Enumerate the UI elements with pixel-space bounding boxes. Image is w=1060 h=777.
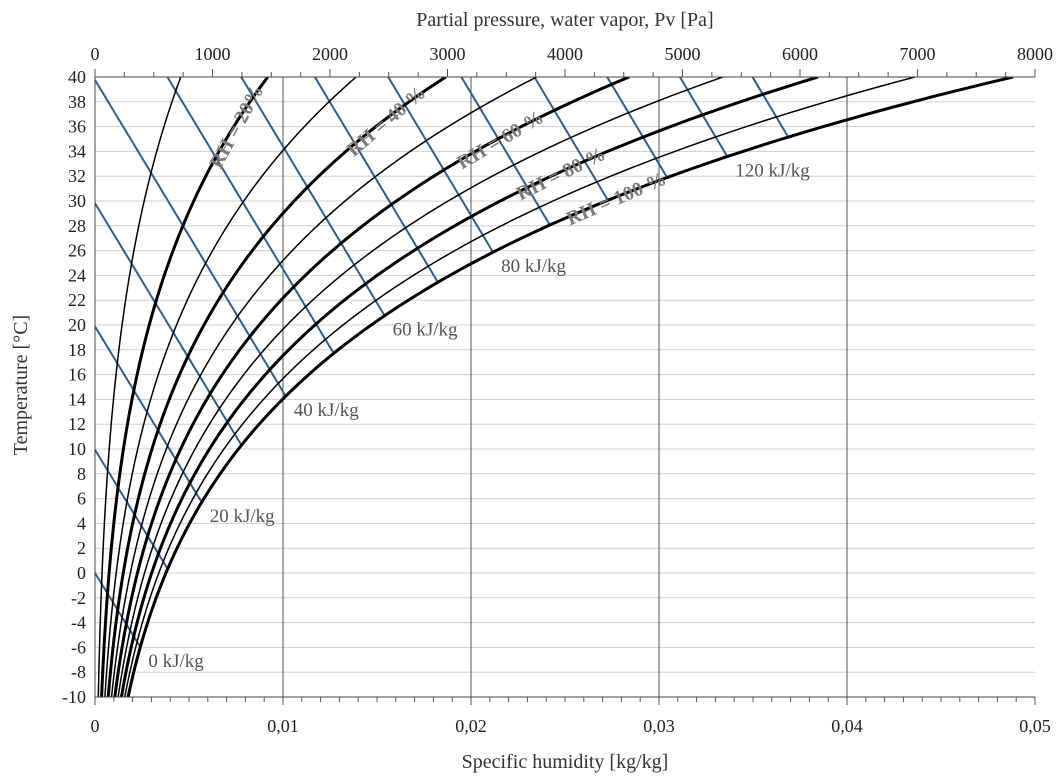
- y-tick-label: 14: [68, 389, 86, 409]
- top-tick-label: 2000: [312, 44, 348, 64]
- enthalpy-line: [240, 77, 386, 317]
- enthalpy-label: 60 kJ/kg: [393, 320, 458, 341]
- rh-curve: [100, 77, 269, 697]
- x-tick-label: 0,02: [455, 716, 487, 736]
- axes: -10-8-6-4-202468101214161820222426283032…: [62, 44, 1053, 736]
- y-tick-label: 0: [77, 563, 86, 583]
- rh-curve: [124, 77, 915, 697]
- top-axis-title: Partial pressure, water vapor, Pv [Pa]: [416, 9, 713, 31]
- y-tick-label: -4: [71, 613, 86, 633]
- y-tick-label: 16: [68, 365, 86, 385]
- y-tick-label: 38: [68, 92, 86, 112]
- y-tick-label: 24: [68, 265, 86, 285]
- top-tick-label: 3000: [430, 44, 466, 64]
- y-tick-label: 30: [68, 191, 86, 211]
- enthalpy-label: 40 kJ/kg: [294, 400, 359, 421]
- y-tick-label: -8: [71, 662, 86, 682]
- enthalpy-label: 20 kJ/kg: [210, 506, 275, 527]
- enthalpy-line: [460, 77, 551, 226]
- y-axis-title: Temperature [°C]: [10, 315, 32, 455]
- rh-annotation: RH = 60 %: [453, 106, 547, 174]
- y-tick-label: 28: [68, 216, 86, 236]
- y-tick-label: 12: [68, 414, 86, 434]
- rh-annotation: RH = 40 %: [343, 82, 431, 161]
- enthalpy-label: 0 kJ/kg: [148, 651, 204, 672]
- x-tick-label: 0: [91, 716, 100, 736]
- enthalpy-line: [387, 77, 494, 253]
- top-tick-label: 5000: [665, 44, 701, 64]
- y-tick-label: -10: [62, 687, 86, 707]
- enthalpy-label: 120 kJ/kg: [735, 161, 810, 182]
- enthalpy-line: [95, 325, 203, 503]
- y-tick-label: 10: [68, 439, 86, 459]
- rh-curve: [106, 77, 447, 697]
- top-tick-label: 7000: [900, 44, 936, 64]
- labels: 0 kJ/kg 20 kJ/kg 40 kJ/kg 60 kJ/kg 80 kJ/kg 1…: [148, 81, 810, 672]
- rh-curve: [113, 77, 630, 697]
- y-tick-label: 34: [68, 141, 86, 161]
- y-tick-label: 32: [68, 166, 86, 186]
- x-tick-label: 0,03: [643, 716, 675, 736]
- x-tick-label: 0,01: [267, 716, 299, 736]
- x-tick-label: 0,04: [831, 716, 863, 736]
- rh-curve: [104, 77, 357, 697]
- rh-curve: [117, 77, 724, 697]
- top-tick-label: 0: [91, 44, 100, 64]
- y-tick-label: 26: [68, 241, 86, 261]
- y-tick-label: -6: [71, 637, 86, 657]
- enthalpy-label: 80 kJ/kg: [501, 256, 566, 277]
- y-tick-label: 36: [68, 117, 86, 137]
- y-tick-label: 20: [68, 315, 86, 335]
- y-tick-label: 22: [68, 290, 86, 310]
- rh-curve: [126, 77, 1014, 697]
- y-tick-label: 6: [77, 489, 86, 509]
- y-tick-label: 40: [68, 67, 86, 87]
- x-tick-label: 0,05: [1019, 716, 1051, 736]
- y-tick-label: 18: [68, 340, 86, 360]
- top-tick-label: 4000: [547, 44, 583, 64]
- x-axis-title: Specific humidity [kg/kg]: [462, 751, 669, 773]
- enthalpy-line: [95, 202, 243, 446]
- top-tick-label: 6000: [782, 44, 818, 64]
- y-tick-label: 4: [77, 513, 86, 533]
- rh-curve: [119, 77, 819, 697]
- top-tick-label: 8000: [1017, 44, 1053, 64]
- y-tick-label: 2: [77, 538, 86, 558]
- rh-curve: [97, 77, 182, 697]
- rh-curves: [97, 77, 1014, 697]
- y-tick-label: -2: [71, 588, 86, 608]
- y-tick-label: 8: [77, 464, 86, 484]
- enthalpy-line: [313, 77, 439, 283]
- top-tick-label: 1000: [195, 44, 231, 64]
- rh-curve: [110, 77, 538, 697]
- enthalpy-line: [95, 79, 287, 397]
- grid: [95, 76, 1035, 698]
